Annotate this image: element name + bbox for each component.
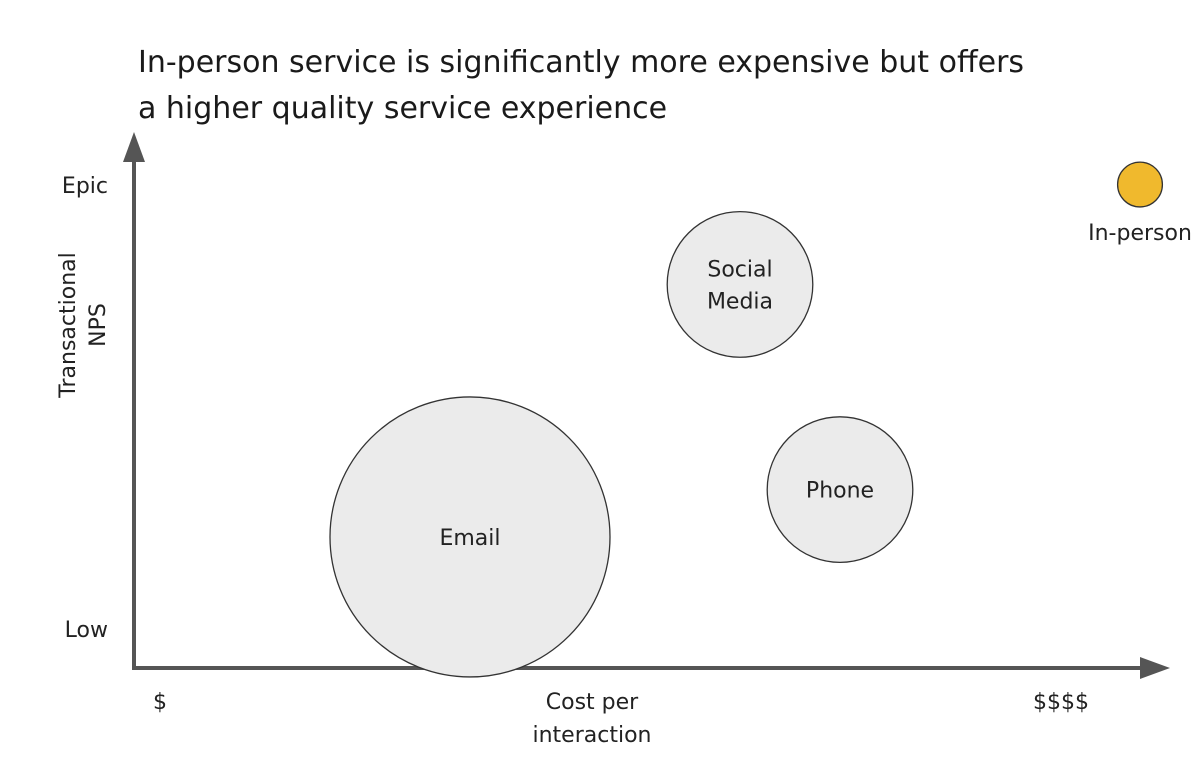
chart-title-line-1: In-person service is significantly more … — [138, 45, 1025, 80]
x-axis-min-label: $ — [153, 690, 167, 715]
y-axis-max-label: Epic — [62, 174, 108, 199]
point-label-email: Email — [439, 526, 500, 551]
point-label-social-media-line-2: Media — [707, 289, 773, 314]
y-axis-min-label: Low — [65, 618, 108, 643]
bubble-social-media — [666, 211, 814, 358]
x-axis-arrow — [1140, 657, 1170, 679]
data-points: Email Social Media Phone In-person — [329, 161, 1192, 678]
axes — [123, 132, 1170, 679]
chart-title: In-person service is significantly more … — [138, 40, 1138, 132]
y-axis-arrow — [123, 132, 145, 162]
y-axis-title-line-2: NPS — [86, 303, 111, 347]
x-axis-title-line-1: Cost per — [546, 690, 639, 715]
bubble-email — [329, 396, 611, 678]
point-in-person: In-person — [1088, 161, 1192, 246]
point-phone: Phone — [766, 416, 914, 564]
y-axis-title: Transactional NPS — [56, 252, 111, 398]
x-axis-title-line-2: interaction — [533, 723, 652, 748]
bubble-phone — [766, 416, 914, 564]
point-label-phone: Phone — [806, 479, 874, 504]
point-social-media: Social Media — [666, 211, 814, 358]
y-axis-title-line-1: Transactional — [56, 252, 81, 398]
bubble-in-person — [1116, 161, 1164, 208]
point-email: Email — [329, 396, 611, 678]
point-label-in-person: In-person — [1088, 221, 1192, 246]
point-label-social-media-line-1: Social — [707, 257, 772, 282]
chart-title-line-2: a higher quality service experience — [138, 91, 668, 126]
x-axis-max-label: $$$$ — [1033, 690, 1089, 715]
